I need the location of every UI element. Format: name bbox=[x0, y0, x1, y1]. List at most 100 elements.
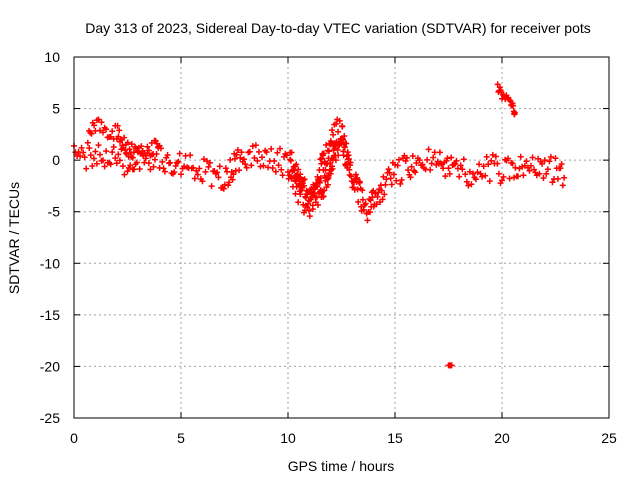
data-point bbox=[225, 182, 232, 189]
data-point bbox=[409, 153, 416, 159]
data-point bbox=[254, 157, 261, 164]
data-point bbox=[506, 175, 513, 182]
data-point bbox=[483, 153, 490, 160]
data-point bbox=[495, 170, 502, 177]
data-point bbox=[249, 143, 256, 150]
data-point bbox=[521, 162, 528, 169]
data-point bbox=[100, 129, 106, 136]
data-point bbox=[226, 179, 233, 186]
data-point bbox=[135, 144, 142, 151]
data-point bbox=[343, 140, 350, 147]
data-point bbox=[354, 174, 361, 181]
data-point bbox=[314, 183, 321, 190]
data-point bbox=[425, 146, 432, 153]
data-point bbox=[430, 154, 437, 161]
data-point bbox=[446, 170, 453, 177]
data-point bbox=[268, 145, 275, 152]
data-point bbox=[557, 165, 564, 172]
data-point bbox=[387, 175, 394, 182]
data-point bbox=[327, 160, 334, 166]
data-point bbox=[95, 116, 102, 123]
y-tick-label: -25 bbox=[40, 410, 60, 426]
data-point bbox=[80, 149, 87, 156]
data-point bbox=[336, 141, 343, 148]
data-point bbox=[473, 176, 479, 183]
data-point bbox=[127, 162, 134, 169]
data-point bbox=[103, 126, 110, 133]
data-point bbox=[215, 174, 222, 181]
x-tick-label: 15 bbox=[387, 430, 403, 446]
data-point bbox=[304, 204, 311, 211]
data-point bbox=[374, 193, 381, 200]
data-point bbox=[131, 166, 138, 173]
data-point bbox=[427, 166, 434, 173]
data-point bbox=[81, 154, 88, 161]
chart-title: Day 313 of 2023, Sidereal Day-to-day VTE… bbox=[85, 20, 591, 36]
data-point bbox=[367, 209, 373, 216]
data-point bbox=[156, 142, 163, 149]
data-point bbox=[499, 177, 505, 184]
data-point bbox=[285, 169, 291, 175]
data-point bbox=[90, 155, 97, 162]
data-point bbox=[287, 156, 294, 163]
x-tick-label: 20 bbox=[494, 430, 510, 446]
data-point bbox=[344, 149, 351, 156]
data-point bbox=[83, 165, 90, 172]
data-point bbox=[345, 155, 352, 162]
data-point bbox=[375, 189, 382, 196]
data-point bbox=[382, 181, 389, 188]
data-point bbox=[164, 152, 171, 158]
data-point bbox=[329, 127, 335, 134]
y-tick-label: 0 bbox=[52, 152, 60, 168]
data-point bbox=[320, 150, 327, 157]
data-point bbox=[457, 162, 464, 169]
data-point bbox=[528, 162, 534, 169]
data-point bbox=[297, 191, 304, 198]
data-point bbox=[236, 167, 243, 174]
data-point bbox=[101, 163, 108, 170]
data-point bbox=[248, 162, 255, 169]
data-point bbox=[288, 149, 295, 156]
data-point bbox=[470, 170, 476, 177]
data-point bbox=[329, 165, 336, 172]
data-point bbox=[87, 152, 94, 159]
data-point bbox=[354, 186, 361, 193]
data-point bbox=[440, 165, 447, 172]
data-point bbox=[230, 171, 237, 178]
data-point bbox=[489, 151, 496, 158]
data-point bbox=[448, 362, 455, 369]
data-point bbox=[232, 155, 238, 162]
data-point bbox=[519, 163, 526, 170]
data-point bbox=[275, 162, 282, 169]
data-point bbox=[97, 151, 103, 158]
data-point bbox=[494, 160, 501, 167]
data-point bbox=[301, 176, 308, 183]
data-point bbox=[178, 171, 184, 178]
data-point bbox=[355, 199, 362, 205]
data-point bbox=[159, 158, 166, 165]
data-point bbox=[307, 186, 313, 193]
data-point bbox=[220, 185, 227, 192]
data-point bbox=[546, 158, 553, 165]
data-point bbox=[412, 169, 419, 176]
data-point bbox=[509, 160, 516, 167]
data-point bbox=[428, 160, 435, 167]
data-point bbox=[119, 163, 126, 170]
data-point bbox=[114, 122, 121, 129]
data-point bbox=[333, 120, 340, 127]
data-point bbox=[416, 157, 423, 164]
data-point bbox=[488, 157, 495, 164]
data-point bbox=[480, 163, 487, 170]
data-point bbox=[339, 123, 346, 130]
data-point bbox=[205, 163, 212, 170]
data-point bbox=[340, 136, 346, 143]
data-point bbox=[408, 163, 415, 170]
data-point bbox=[222, 165, 229, 172]
data-point bbox=[252, 142, 259, 149]
data-point bbox=[109, 128, 116, 135]
data-point bbox=[110, 144, 117, 150]
data-point bbox=[196, 165, 203, 172]
data-point bbox=[227, 156, 234, 163]
